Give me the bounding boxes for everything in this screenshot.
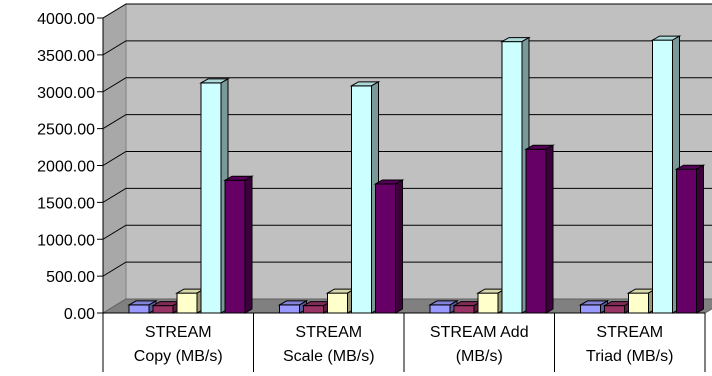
- bar: [500, 36, 531, 314]
- y-tick-label: 0.00: [64, 306, 95, 323]
- category-label: Scale (MB/s): [283, 348, 375, 365]
- gridline: [102, 3, 712, 19]
- category-axis: STREAM Copy (MB/s) STREAM Scale (MB/s) STREA…: [102, 312, 706, 372]
- category-label: STREAM: [145, 324, 212, 341]
- y-tick-label: 1000.00: [37, 232, 95, 249]
- bar: [349, 80, 381, 314]
- y-tick-label: 4000.00: [37, 11, 95, 28]
- y-tick-label: 3000.00: [37, 85, 95, 102]
- category-label: (MB/s): [456, 348, 503, 365]
- bar: [578, 300, 610, 314]
- bar: [476, 288, 507, 314]
- y-tick-label: 2500.00: [37, 122, 95, 139]
- bar: [452, 300, 483, 314]
- bar: [428, 300, 459, 314]
- category-label: STREAM: [596, 324, 663, 341]
- bar: [650, 35, 682, 314]
- bar: [325, 288, 357, 314]
- y-tick-label: 500.00: [46, 269, 95, 286]
- y-axis-ticks: 0.00 500.00 1000.00 1500.00 2000.00 2500.00 30…: [37, 11, 104, 323]
- plot-wall: [102, 3, 712, 314]
- category-label: STREAM Add: [430, 324, 529, 341]
- y-tick-label: 3500.00: [37, 48, 95, 65]
- category-label: Copy (MB/s): [134, 348, 223, 365]
- bar: [524, 144, 555, 314]
- bar: [127, 300, 158, 314]
- y-tick-label: 1500.00: [37, 195, 95, 212]
- bar: [223, 175, 254, 314]
- bar: [199, 78, 230, 314]
- bar: [626, 288, 658, 314]
- bar: [674, 164, 706, 314]
- bar: [175, 288, 206, 314]
- category-label: STREAM: [295, 324, 362, 341]
- bars: [127, 35, 706, 314]
- bar: [151, 300, 182, 314]
- bar: [373, 179, 405, 314]
- category-label: Triad (MB/s): [586, 348, 673, 365]
- bar: [602, 300, 634, 314]
- bar: [277, 300, 309, 314]
- bar: [301, 300, 333, 314]
- y-tick-label: 2000.00: [37, 159, 95, 176]
